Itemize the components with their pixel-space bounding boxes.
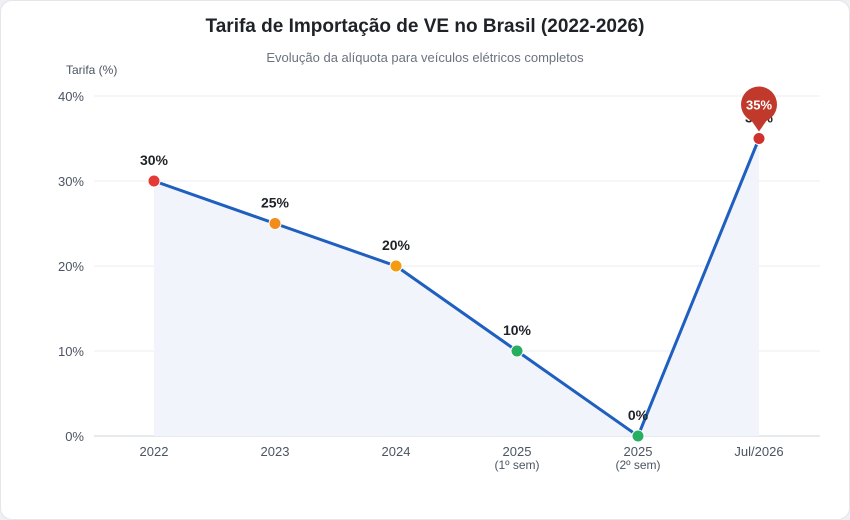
x-tick-label: 2025	[503, 444, 532, 459]
data-point	[389, 259, 403, 273]
x-tick-label: (1º sem)	[494, 458, 539, 472]
highlight-label: 35%	[746, 98, 772, 113]
data-point	[631, 429, 645, 443]
data-label: 20%	[382, 237, 411, 253]
data-label: 30%	[140, 152, 169, 168]
y-tick-label: 30%	[58, 174, 84, 189]
data-label: 0%	[628, 407, 649, 423]
x-tick-label: Jul/2026	[734, 444, 783, 459]
x-tick-label: 2024	[382, 444, 411, 459]
data-label: 25%	[261, 195, 290, 211]
x-tick-label: 2022	[140, 444, 169, 459]
y-tick-label: 0%	[65, 429, 84, 444]
x-tick-label: (2º sem)	[615, 458, 660, 472]
x-tick-label: 2023	[261, 444, 290, 459]
series-area	[154, 138, 759, 436]
highlight-pin	[741, 86, 777, 123]
y-tick-label: 40%	[58, 89, 84, 104]
y-axis-title: Tarifa (%)	[66, 63, 117, 77]
chart-title: Tarifa de Importação de VE no Brasil (20…	[205, 16, 645, 37]
series-line	[153, 137, 761, 438]
data-point	[147, 174, 161, 188]
data-label: 10%	[503, 322, 532, 338]
data-point	[510, 344, 524, 358]
y-tick-label: 10%	[58, 344, 84, 359]
data-point	[268, 217, 282, 230]
y-tick-label: 20%	[58, 259, 84, 274]
x-tick-label: 2025	[624, 444, 653, 459]
chart-subtitle: Evolução da alíquota para veículos elétr…	[266, 50, 584, 65]
data-point	[752, 132, 766, 145]
